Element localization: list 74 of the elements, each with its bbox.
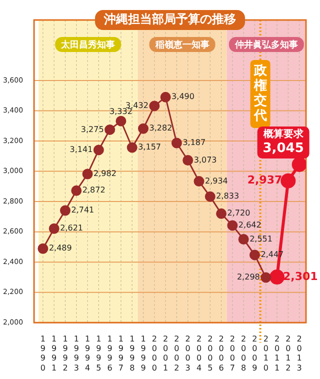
- data-label: 2,621: [60, 224, 84, 233]
- point: [194, 176, 204, 187]
- band-label: 太田昌秀知事: [60, 39, 116, 50]
- ref-line-label: 政権交代: [252, 63, 268, 124]
- point: [260, 272, 272, 283]
- x-tick-label: 1997: [118, 334, 124, 372]
- data-label: 2,833: [216, 192, 240, 201]
- point: [60, 205, 70, 216]
- x-tick-label: 2009: [252, 334, 258, 372]
- data-label: 3,332: [110, 107, 132, 116]
- point: [171, 138, 182, 148]
- band-label: 仲井眞弘多知事: [234, 39, 298, 50]
- x-tick-label: 2008: [241, 334, 246, 372]
- point: [216, 208, 227, 219]
- data-label: 3,045: [262, 140, 304, 156]
- data-label: 2,642: [238, 220, 262, 230]
- data-label: 3,157: [138, 142, 162, 152]
- point: [138, 123, 149, 134]
- chart-title: 沖縄担当部局予算の推移: [103, 12, 236, 26]
- point: [227, 220, 238, 231]
- annotation: 概算要求: [262, 128, 304, 140]
- data-label: 3,073: [194, 155, 217, 164]
- point: [82, 168, 93, 180]
- point: [160, 92, 171, 102]
- point: [71, 185, 82, 196]
- data-label: 2,934: [205, 176, 228, 186]
- point: [249, 250, 260, 260]
- point: [280, 173, 296, 188]
- x-tick-label: 2001: [163, 334, 168, 372]
- point: [93, 144, 104, 156]
- x-tick-label: 2004: [196, 334, 202, 372]
- x-tick-label: 2006: [218, 334, 224, 372]
- data-label: 2,551: [250, 234, 272, 244]
- point: [292, 156, 306, 172]
- x-tick-label: 2005: [208, 334, 213, 372]
- x-tick-label: 2010: [263, 334, 268, 372]
- data-label: 2,720: [227, 208, 250, 218]
- point: [182, 155, 194, 166]
- data-label: 3,141: [70, 145, 93, 154]
- data-label: 3,275: [80, 124, 104, 134]
- data-label: 2,872: [82, 186, 106, 195]
- x-tick-label: 1992: [62, 334, 68, 372]
- point: [48, 223, 60, 234]
- x-tick-label: 1991: [52, 334, 57, 372]
- point: [270, 270, 285, 285]
- x-tick-label: 2013: [296, 334, 302, 372]
- data-label: 3,282: [149, 124, 172, 133]
- point: [149, 100, 160, 112]
- x-tick-label: 1999: [140, 334, 146, 372]
- x-tick-label: 2000: [152, 334, 157, 372]
- x-tick-label: 1998: [130, 334, 135, 372]
- data-label: 2,489: [48, 244, 72, 253]
- x-tick-label: 1995: [96, 334, 102, 372]
- x-tick-label: 2011: [274, 334, 280, 372]
- point: [116, 116, 126, 126]
- band-label: 稲嶺恵一知事: [154, 39, 210, 50]
- x-tick-label: 2012: [286, 334, 291, 372]
- data-label: 3,490: [172, 92, 194, 102]
- data-label: 3,187: [182, 138, 206, 148]
- x-tick-label: 2003: [185, 334, 190, 372]
- point: [126, 142, 138, 153]
- x-tick-label: 1994: [84, 334, 90, 372]
- point: [238, 234, 249, 244]
- x-tick-label: 1996: [107, 334, 112, 372]
- data-label: 2,298: [236, 272, 260, 282]
- point: [104, 124, 116, 135]
- data-label: 2,741: [71, 206, 94, 215]
- x-tick-label: 1990: [40, 334, 46, 372]
- point: [204, 191, 216, 202]
- point: [38, 243, 48, 254]
- x-tick-label: 2007: [230, 334, 235, 372]
- x-tick-label: 1993: [74, 334, 79, 372]
- data-label: 2,982: [94, 169, 116, 178]
- x-tick-label: 2002: [174, 334, 180, 372]
